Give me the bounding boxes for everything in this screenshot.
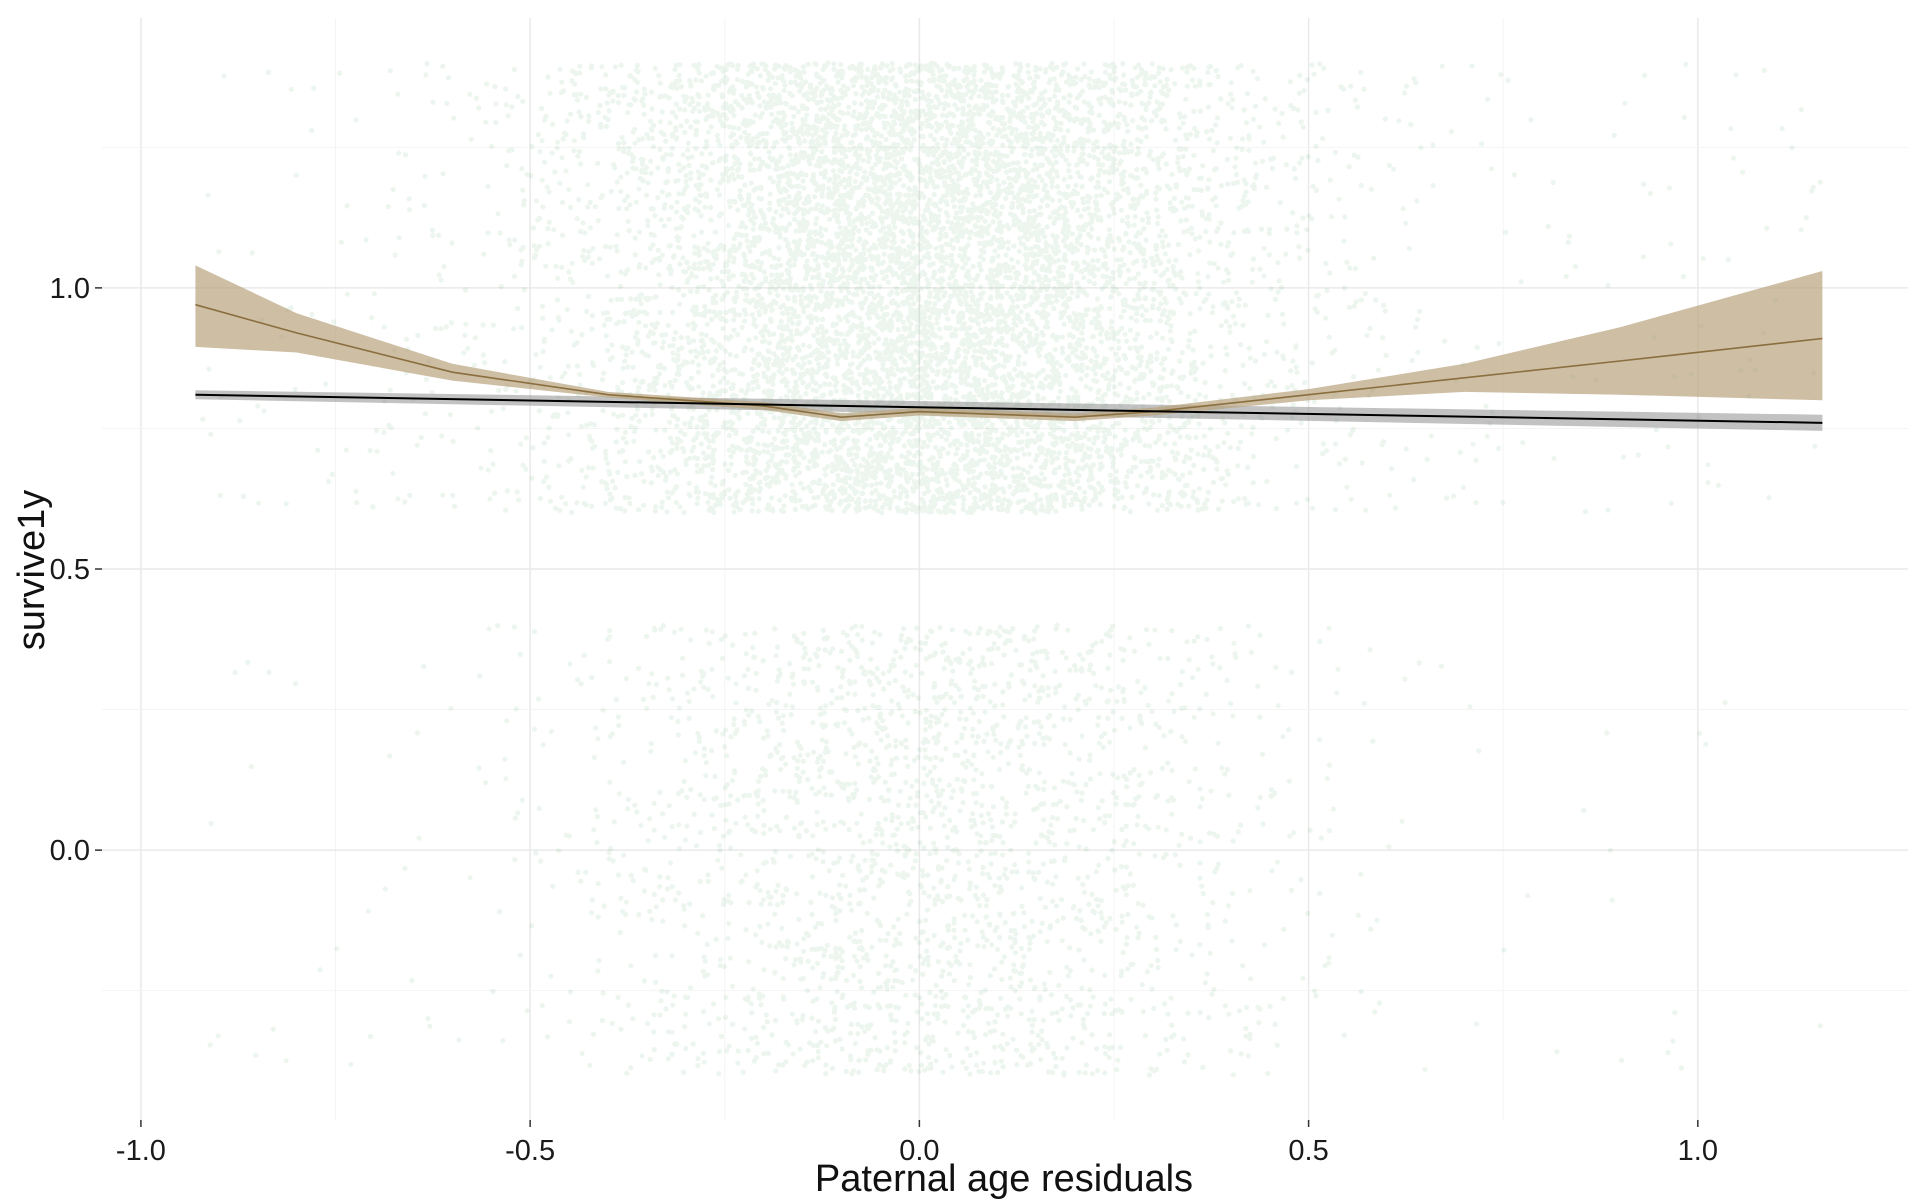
grid-lines (102, 18, 1908, 1120)
jittered-points (200, 60, 1823, 1078)
x-tick-label: 0.0 (899, 1135, 939, 1167)
x-tick-label: 1.0 (1678, 1135, 1718, 1167)
loess-confidence-band (195, 265, 1823, 422)
fit-lines (195, 265, 1823, 431)
x-axis-title: Paternal age residuals (815, 1158, 1193, 1200)
y-tick-label: 0.0 (50, 835, 90, 867)
y-tick-label: 0.5 (50, 554, 90, 586)
axes: -1.0 -0.5 0.0 0.5 1.0 0.0 0.5 1.0 (50, 273, 1718, 1167)
scatter-point (200, 60, 1823, 1078)
x-tick-label: -1.0 (116, 1135, 166, 1167)
y-axis-title: survive1y (11, 490, 53, 651)
linear-fit-confidence-band (195, 390, 1823, 431)
linear-fit-line (195, 393, 1823, 424)
y-tick-label: 1.0 (50, 273, 90, 305)
x-tick-label: 0.5 (1288, 1135, 1328, 1167)
x-tick-label: -0.5 (505, 1135, 555, 1167)
loess-fit-line (195, 303, 1823, 419)
